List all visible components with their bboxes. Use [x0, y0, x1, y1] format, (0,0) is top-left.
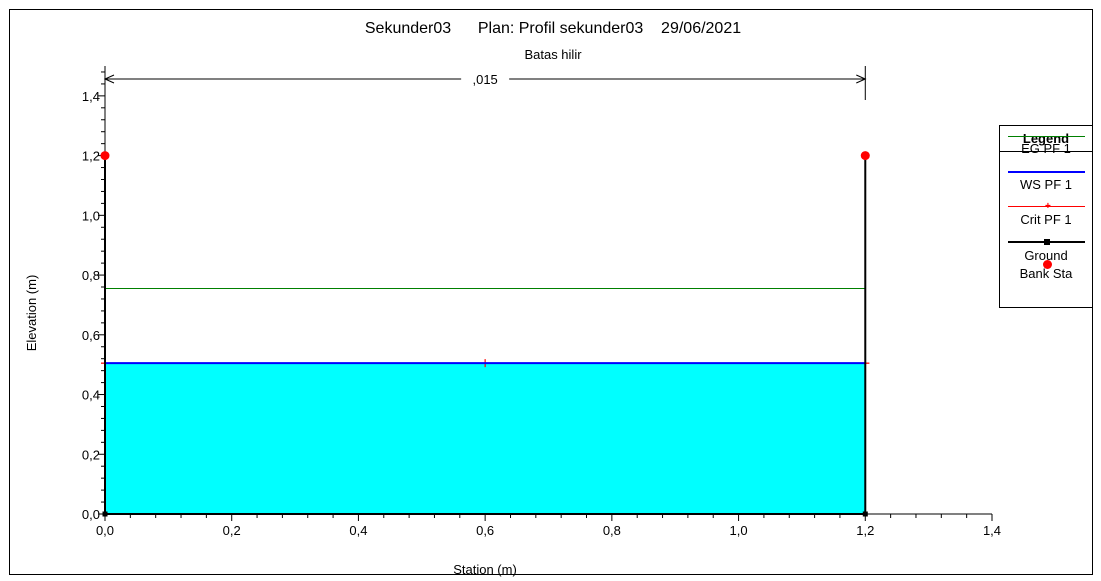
legend-label-ws: WS PF 1 [1019, 177, 1072, 192]
x-tick-label: 0,6 [476, 523, 494, 538]
y-tick-label: 0,8 [82, 268, 100, 283]
legend-crit-plus-icon: + [1045, 201, 1051, 212]
legend-title: Legend [1022, 131, 1070, 146]
legend-bank-dot-icon [1043, 260, 1052, 269]
y-tick-label: 0,2 [82, 447, 100, 462]
chart-subtitle: Batas hilir [524, 47, 582, 62]
bank-station-point [860, 151, 870, 161]
y-axis-label: Elevation (m) [24, 275, 39, 352]
y-tick-label: 0,6 [82, 328, 100, 343]
x-tick-label: 0,2 [223, 523, 241, 538]
annotation-arrowhead-left [103, 74, 115, 84]
legend-swatch-ws [1008, 171, 1085, 173]
x-tick-label: 0,4 [349, 523, 367, 538]
legend-item-ws: WS PF 1 [1000, 163, 1092, 199]
legend-label-bank: Bank Sta [1019, 266, 1073, 281]
legend-ground-square-icon [1044, 239, 1050, 245]
legend-swatch-eg [1008, 136, 1085, 137]
legend: Legend EG PF 1 WS PF 1 + Crit PF 1 Groun… [999, 125, 1093, 308]
ground-line [104, 155, 867, 515]
x-tick-label: 0,8 [603, 523, 621, 538]
legend-item-bank: Bank Sta [1000, 260, 1092, 307]
water-fill-area [105, 363, 866, 514]
legend-label-ground: Ground [1024, 248, 1068, 263]
x-tick-label: 0,0 [96, 523, 114, 538]
x-tick-label: 1,0 [730, 523, 748, 538]
legend-label-eg: EG PF 1 [1021, 141, 1071, 156]
legend-item-crit: + Crit PF 1 [1000, 199, 1092, 235]
y-tick-label: 1,4 [82, 89, 100, 104]
y-tick-label: 0,0 [82, 507, 100, 522]
annotation-arrowhead-right [856, 74, 867, 84]
y-tick-label: 1,2 [82, 149, 100, 164]
ground-marker [102, 511, 108, 517]
x-tick-label: 1,4 [983, 523, 1001, 538]
x-tick-label: 1,2 [856, 523, 874, 538]
ground-marker [862, 511, 868, 517]
legend-item-ground: Ground [1000, 235, 1092, 271]
bank-station-point [100, 151, 110, 161]
legend-label-crit: Crit PF 1 [1020, 212, 1072, 227]
manning-n-annotation: ,015 [472, 72, 497, 87]
chart-title: Sekunder03 Plan: Profil sekunder03 29/06… [365, 20, 741, 37]
legend-item-eg: EG PF 1 [1000, 127, 1092, 163]
legend-divider [1000, 151, 1092, 152]
x-axis-label: Station (m) [453, 562, 517, 577]
legend-swatch-crit [1008, 206, 1085, 207]
y-tick-label: 0,4 [82, 388, 100, 403]
y-tick-label: 1,0 [82, 208, 100, 223]
